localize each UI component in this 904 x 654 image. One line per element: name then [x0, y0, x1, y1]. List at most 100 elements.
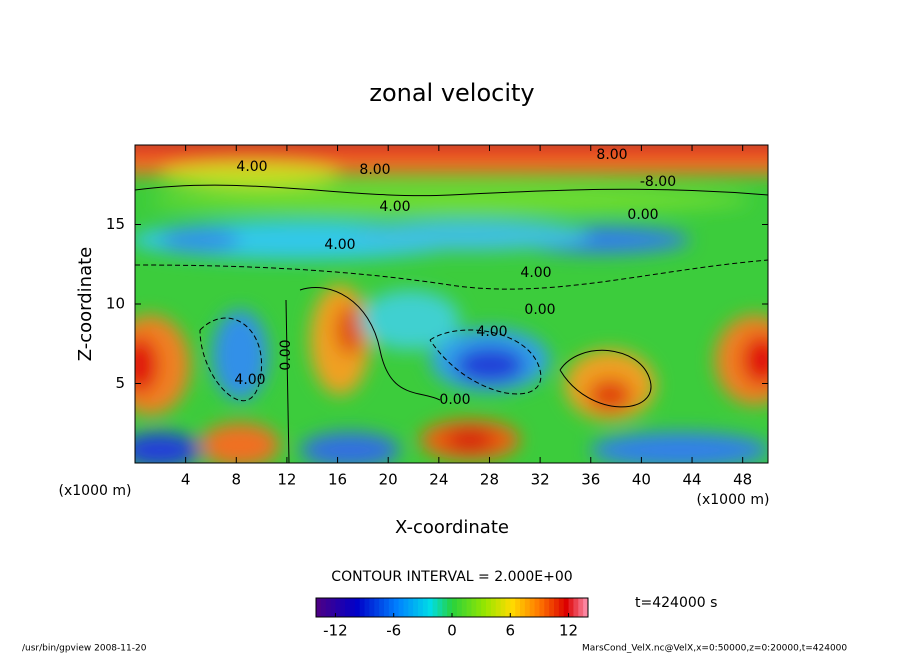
colorbar-segment	[335, 598, 341, 617]
x-tick-label: 16	[328, 471, 347, 489]
colorbar-segment	[490, 598, 497, 617]
chart-title: zonal velocity	[369, 79, 534, 107]
colorbar-segment	[452, 598, 458, 617]
colorbar-segment	[384, 598, 390, 617]
colorbar-segment	[422, 598, 429, 617]
x-tick-label: 12	[277, 471, 296, 489]
colorbar-segment	[568, 598, 574, 617]
colorbar-segment	[350, 598, 356, 617]
colorbar-segment	[573, 598, 579, 617]
colorbar-segment	[442, 598, 448, 617]
contour-label: -8.00	[640, 174, 676, 190]
contour-label: 0.00	[524, 302, 555, 318]
y-tick-label: 5	[115, 374, 125, 392]
y-axis-label: Z-coordinate	[75, 247, 96, 362]
contour-label: 4.00	[379, 199, 410, 215]
colorbar-segment	[316, 598, 322, 617]
x-tick-label: 32	[531, 471, 550, 489]
colorbar-segment	[534, 598, 540, 617]
colorbar-segment	[495, 598, 502, 617]
contour-label: 0.00	[439, 392, 470, 408]
colorbar-tick-label: -6	[386, 622, 401, 640]
colorbar-segment	[379, 598, 385, 617]
x-tick-label: 28	[480, 471, 499, 489]
contour-label: 8.00	[359, 162, 390, 178]
colorbar-segment	[330, 598, 336, 617]
colorbar-segment	[408, 598, 414, 617]
colorbar-segment	[403, 598, 409, 617]
x-tick-label: 20	[379, 471, 398, 489]
colorbar-segment	[354, 598, 361, 617]
x-axis-label: X-coordinate	[395, 517, 509, 538]
colorbar-segment	[364, 598, 370, 617]
colorbar-segment	[510, 598, 516, 617]
colorbar-segment	[437, 598, 443, 617]
colorbar-tick-label: -12	[323, 622, 348, 640]
contour-label: 8.00	[596, 147, 627, 163]
colorbar-segment	[325, 598, 332, 617]
contour-label: 4.00	[476, 324, 507, 340]
colorbar-segment	[461, 598, 468, 617]
colorbar-tick-label: 0	[447, 622, 457, 640]
x-tick-label: 8	[232, 471, 242, 489]
x-tick-label: 48	[733, 471, 752, 489]
colorbar-segment	[369, 598, 375, 617]
y-tick-label: 10	[106, 295, 125, 313]
colorbar-segment	[539, 598, 545, 617]
x-unit: (x1000 m)	[697, 492, 770, 508]
colorbar-segment	[529, 598, 536, 617]
colorbar-segment	[447, 598, 453, 617]
colorbar-segment	[578, 598, 584, 617]
contour-label: 4.00	[324, 237, 355, 253]
colorbar-tick-label: 6	[506, 622, 516, 640]
colorbar-segment	[554, 598, 560, 617]
footer: /usr/bin/gpview 2008-11-20	[22, 644, 147, 654]
colorbar-segment	[544, 598, 550, 617]
colorbar-segment	[340, 598, 346, 617]
colorbar-segment	[505, 598, 511, 617]
colorbar-segment	[500, 598, 506, 617]
x-unit: (x1000 m)	[59, 483, 132, 499]
colorbar-segment	[374, 598, 380, 617]
colorbar-segment	[515, 598, 521, 617]
colorbar-segment	[320, 598, 327, 617]
colorbar-segment	[388, 598, 395, 617]
colorbar-segment	[398, 598, 404, 617]
colorbar-segment	[481, 598, 487, 617]
contour-interval: CONTOUR INTERVAL = 2.000E+00	[331, 569, 572, 585]
colorbar-segment	[359, 598, 366, 617]
colorbar-segment	[413, 598, 419, 617]
contour-label: 4.00	[234, 372, 265, 388]
time-label: t=424000 s	[635, 595, 717, 611]
colorbar-segment	[583, 598, 589, 617]
colorbar-segment	[520, 598, 526, 617]
colorbar-segment	[486, 598, 492, 617]
colorbar-segment	[549, 598, 555, 617]
colorbar-segment	[393, 598, 400, 617]
x-tick-label: 44	[682, 471, 701, 489]
contour-label: 0.00	[278, 339, 294, 370]
colorbar-tick-label: 12	[559, 622, 578, 640]
field	[135, 145, 768, 463]
colorbar-segment	[476, 598, 482, 617]
colorbar-segment	[418, 598, 424, 617]
colorbar-segment	[427, 598, 434, 617]
contour-label: 4.00	[520, 265, 551, 281]
colorbar-segment	[558, 598, 565, 617]
colorbar-segment	[563, 598, 570, 617]
contour-label: 4.00	[236, 159, 267, 175]
colorbar-segment	[466, 598, 472, 617]
x-tick-label: 4	[181, 471, 191, 489]
x-tick-label: 24	[429, 471, 448, 489]
colorbar-segment	[524, 598, 531, 617]
y-tick-label: 15	[106, 215, 125, 233]
colorbar-segment	[432, 598, 438, 617]
x-tick-label: 36	[581, 471, 600, 489]
x-tick-label: 40	[632, 471, 651, 489]
colorbar-segment	[471, 598, 477, 617]
colorbar-segment	[345, 598, 351, 617]
footer: MarsCond_VelX.nc@VelX,x=0:50000,z=0:2000…	[582, 644, 847, 654]
colorbar-segment	[456, 598, 463, 617]
contour-label: 0.00	[627, 207, 658, 223]
